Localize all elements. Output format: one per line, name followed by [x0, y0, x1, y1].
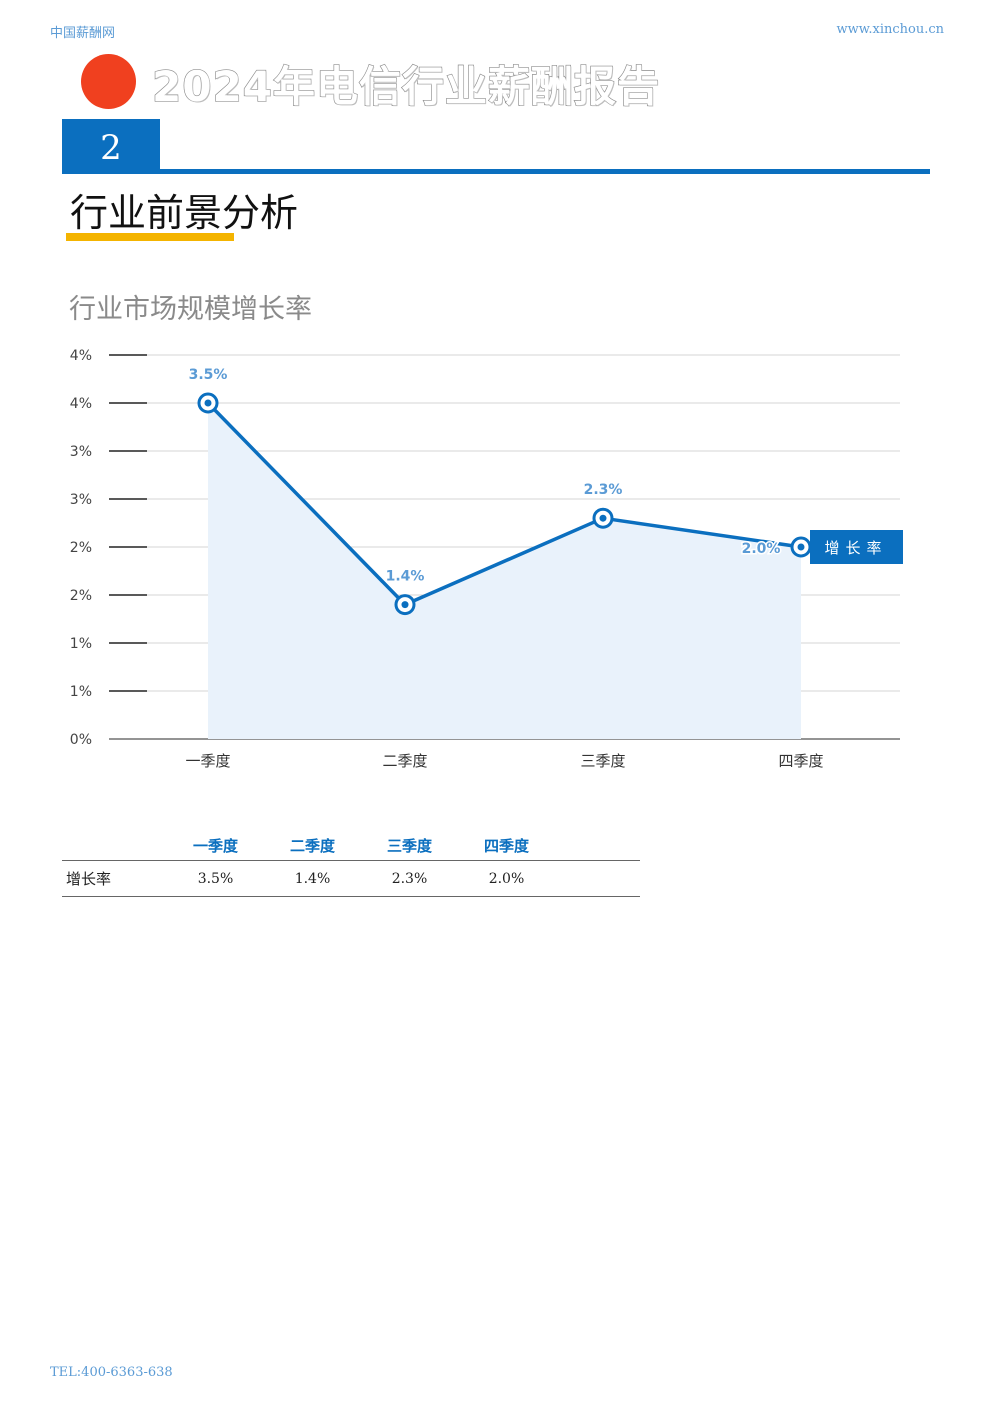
table-row-label: 增长率 — [62, 860, 167, 897]
table-cell: 1.4% — [264, 860, 361, 897]
table-header-row: 一季度 二季度 三季度 四季度 — [62, 830, 640, 861]
legend-box — [810, 530, 903, 564]
red-circle-decoration — [81, 54, 136, 109]
x-tick-label: 四季度 — [778, 752, 823, 770]
chart-y-tick-labels: 0% 1% 1% 2% 2% 3% 3% 4% 4% — [70, 348, 92, 748]
y-tick-label: 1% — [70, 684, 92, 700]
table-header-trailing — [555, 830, 640, 861]
chart-data-labels: 3.5% 1.4% 2.3% 2.0% — [187, 366, 782, 587]
chapter-number: 2 — [62, 119, 160, 173]
table-row: 增长率 3.5% 1.4% 2.3% 2.0% — [62, 860, 640, 897]
y-tick-label: 4% — [70, 348, 92, 364]
header-rule — [62, 169, 930, 174]
y-tick-label: 3% — [70, 492, 92, 508]
table-header-q4: 四季度 — [458, 830, 555, 861]
data-point-center — [401, 601, 409, 609]
table-cell: 2.0% — [458, 860, 555, 897]
growth-rate-line-chart: 0% 1% 1% 2% 2% 3% 3% 4% 4% 3.5% 1.4% 2.3% 2.0% 一季度 二… — [70, 348, 903, 770]
y-tick-label: 1% — [70, 636, 92, 652]
table-header-q2: 二季度 — [264, 830, 361, 861]
table-header-empty — [62, 830, 167, 861]
data-point-center — [204, 399, 212, 407]
x-tick-label: 二季度 — [382, 752, 427, 770]
section-title-underline — [66, 233, 234, 241]
legend-label: 增长率 — [824, 539, 887, 557]
data-label: 3.5% — [189, 367, 228, 383]
table-header-q1: 一季度 — [167, 830, 264, 861]
table-cell-empty — [555, 860, 640, 897]
footer-tel: TEL:400-6363-638 — [50, 1365, 173, 1380]
y-tick-label: 0% — [70, 732, 92, 748]
y-tick-label: 3% — [70, 444, 92, 460]
y-tick-label: 4% — [70, 396, 92, 412]
x-tick-label: 一季度 — [185, 752, 230, 770]
data-label: 2.0% — [742, 541, 781, 557]
table-cell: 2.3% — [361, 860, 458, 897]
data-label: 2.3% — [584, 482, 623, 498]
area-fill — [208, 403, 801, 739]
y-tick-label: 2% — [70, 540, 92, 556]
data-point-center — [599, 514, 607, 522]
section-title: 行业前景分析 — [70, 191, 299, 235]
data-label: 1.4% — [386, 569, 425, 585]
table-header-q3: 三季度 — [361, 830, 458, 861]
chart-x-tick-labels: 一季度 二季度 三季度 四季度 — [185, 752, 823, 770]
chart-data-points — [197, 392, 812, 616]
series-line — [206, 401, 802, 607]
chart-legend: 增长率 — [810, 530, 903, 564]
y-tick-label: 2% — [70, 588, 92, 604]
data-table: 一季度 二季度 三季度 四季度 增长率 3.5% 1.4% 2.3% 2.0% — [62, 830, 640, 897]
report-title: 2024年电信行业薪酬报告 — [151, 62, 660, 111]
site-url[interactable]: www.xinchou.cn — [836, 22, 944, 37]
chart-title: 行业市场规模增长率 — [69, 294, 312, 325]
table-cell: 3.5% — [167, 860, 264, 897]
data-point-center — [797, 543, 805, 551]
site-name: 中国薪酬网 — [50, 26, 116, 41]
x-tick-label: 三季度 — [580, 752, 625, 770]
